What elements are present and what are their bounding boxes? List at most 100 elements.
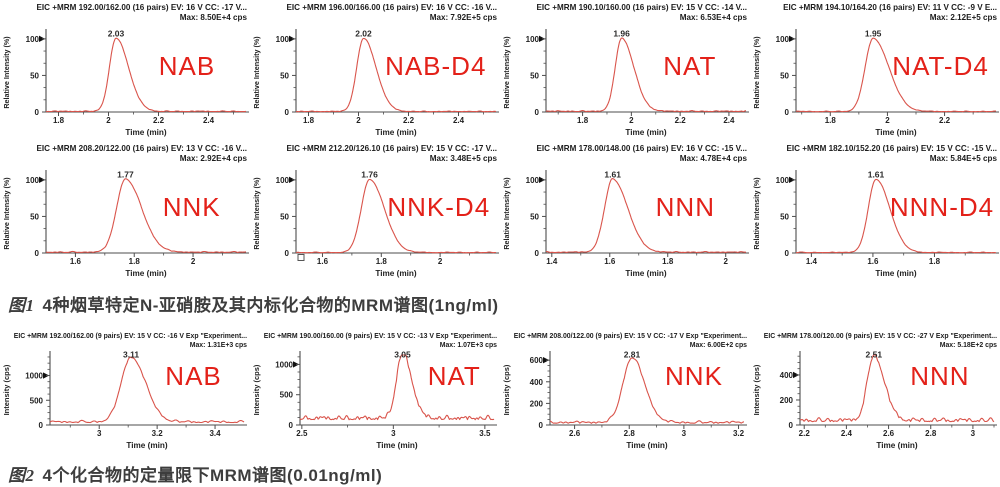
axis-ticks: 0 50 100 1.8 2 2.2 2.4	[276, 35, 484, 125]
svg-text:200: 200	[530, 399, 544, 408]
svg-text:100: 100	[526, 35, 540, 44]
axis-ticks: 0 50 100 1.6 1.8 2	[276, 176, 470, 266]
y-axis-label: Relative Intensity (%)	[2, 177, 11, 250]
svg-text:50: 50	[280, 71, 289, 80]
x-axis-label: Time (min)	[875, 128, 917, 137]
chromatogram-panel-nnn-fig2: EIC +MRM 178.00/120.00 (9 pairs) EV: 15 …	[752, 333, 997, 450]
chromatogram-curve	[45, 178, 246, 254]
figure1-caption-text: 4种烟草特定N-亚硝胺及其内标化合物的MRM谱图(1ng/ml)	[42, 296, 499, 315]
x-axis-label: Time (min)	[125, 269, 167, 278]
panel-max-label: Max: 7.92E+5 cps	[430, 13, 498, 22]
compound-label: NNN	[656, 192, 715, 222]
y-axis-label: Relative Intensity (%)	[752, 36, 761, 109]
svg-text:2.2: 2.2	[675, 116, 687, 125]
compound-label: NNK	[163, 192, 221, 222]
axis-ticks: 0 50 100 1.8 2 2.2	[776, 35, 974, 125]
svg-text:2: 2	[356, 116, 361, 125]
svg-text:2.8: 2.8	[925, 429, 937, 438]
panel-max-label: Max: 4.78E+4 cps	[680, 154, 748, 163]
panel-container-nat-d4-fig1: EIC +MRM 194.10/164.20 (16 pairs) EV: 11…	[750, 0, 1000, 141]
svg-text:3.2: 3.2	[152, 429, 164, 438]
chromatogram-curve	[795, 178, 996, 254]
square-marker-icon	[297, 254, 305, 261]
svg-text:3: 3	[391, 429, 396, 438]
peak-time-label: 1.95	[865, 28, 882, 38]
axis-ticks: 0 500 1000 3 3.2 3.4	[25, 356, 221, 438]
figure2-number: 图2	[8, 466, 35, 485]
panel-container-nab-d4-fig1: EIC +MRM 196.00/166.00 (16 pairs) EV: 16…	[250, 0, 500, 141]
svg-text:400: 400	[530, 378, 544, 387]
peak-time-label: 1.77	[117, 169, 134, 179]
axis-ticks: 0 200 400 600 2.6 2.8 3 3.2	[530, 356, 745, 438]
panel-header-text: EIC +MRM 178.00/148.00 (16 pairs) EV: 16…	[537, 144, 747, 153]
chromatogram-panel-nat-fig1: EIC +MRM 190.10/160.00 (16 pairs) EV: 15…	[502, 3, 749, 137]
svg-text:50: 50	[780, 212, 789, 221]
chromatogram-curve	[545, 37, 747, 113]
svg-text:0: 0	[35, 108, 40, 117]
y-axis-label: Relative Intensity (%)	[2, 36, 11, 109]
svg-text:2.6: 2.6	[883, 429, 895, 438]
panel-max-label: Max: 1.31E+3 cps	[190, 342, 247, 349]
figure1-caption: 图1 4种烟草特定N-亚硝胺及其内标化合物的MRM谱图(1ng/ml)	[0, 282, 1000, 329]
panel-header-text: EIC +MRM 208.00/122.00 (9 pairs) EV: 15 …	[514, 333, 747, 340]
panel-container-nnk-fig2: EIC +MRM 208.00/122.00 (9 pairs) EV: 15 …	[500, 329, 750, 454]
chromatogram-curve	[799, 354, 995, 423]
axis-ticks: 0 50 100 1.4 1.6 1.8	[776, 176, 966, 266]
svg-text:600: 600	[530, 356, 544, 365]
y-axis-label: Relative Intensity (%)	[252, 177, 261, 250]
svg-text:2: 2	[191, 257, 196, 266]
panel-max-label: Max: 8.50E+4 cps	[180, 13, 248, 22]
x-axis-label: Time (min)	[375, 128, 417, 137]
y-axis-label: Relative Intensity (%)	[252, 36, 261, 109]
x-axis-label: Time (min)	[126, 441, 168, 450]
figure2-caption: 图2 4个化合物的定量限下MRM谱图(0.01ng/ml)	[0, 454, 1000, 487]
chromatogram-panel-nnn-fig1: EIC +MRM 178.00/148.00 (16 pairs) EV: 16…	[502, 144, 749, 278]
chromatogram-panel-nnk-d4-fig1: EIC +MRM 212.20/126.10 (16 pairs) EV: 15…	[252, 144, 499, 278]
svg-text:100: 100	[26, 176, 40, 185]
svg-text:400: 400	[780, 371, 794, 380]
peak-time-label: 1.61	[868, 169, 885, 179]
svg-text:0: 0	[789, 421, 794, 430]
svg-text:500: 500	[30, 396, 44, 405]
svg-text:1.6: 1.6	[604, 257, 616, 266]
x-axis-label: Time (min)	[626, 441, 668, 450]
panel-max-label: Max: 3.48E+5 cps	[430, 154, 498, 163]
figure2-panel-grid: EIC +MRM 192.00/162.00 (9 pairs) EV: 15 …	[0, 329, 1000, 454]
x-axis-label: Time (min)	[376, 441, 418, 450]
svg-text:2.4: 2.4	[723, 116, 735, 125]
svg-text:1.6: 1.6	[867, 257, 879, 266]
panel-container-nnn-fig1: EIC +MRM 178.00/148.00 (16 pairs) EV: 16…	[500, 141, 750, 282]
svg-text:0: 0	[285, 249, 290, 258]
figure1-panel-grid: EIC +MRM 192.00/162.00 (16 pairs) EV: 16…	[2, 0, 1000, 282]
panel-max-label: Max: 5.84E+5 cps	[930, 154, 998, 163]
svg-text:0: 0	[35, 249, 40, 258]
chromatogram-panel-nnk-fig2: EIC +MRM 208.00/122.00 (9 pairs) EV: 15 …	[502, 333, 747, 450]
panel-header-text: EIC +MRM 190.10/160.00 (16 pairs) EV: 15…	[537, 3, 747, 12]
svg-text:1.6: 1.6	[70, 257, 82, 266]
svg-text:2.5: 2.5	[296, 429, 308, 438]
panel-container-nab-fig2: EIC +MRM 192.00/162.00 (9 pairs) EV: 15 …	[0, 329, 250, 454]
figure2-caption-text: 4个化合物的定量限下MRM谱图(0.01ng/ml)	[42, 466, 383, 485]
svg-text:0: 0	[285, 108, 290, 117]
axis-frame	[545, 29, 749, 113]
axis-ticks: 0 50 100 1.4 1.6 1.8 2	[526, 176, 729, 266]
svg-text:2.2: 2.2	[403, 116, 415, 125]
svg-text:100: 100	[276, 176, 290, 185]
svg-text:2: 2	[438, 257, 443, 266]
svg-text:0: 0	[785, 249, 790, 258]
chromatogram-panel-nnn-d4-fig1: EIC +MRM 182.10/152.20 (16 pairs) EV: 15…	[752, 144, 999, 278]
figure1-number: 图1	[8, 296, 35, 315]
svg-text:2.2: 2.2	[799, 429, 811, 438]
x-axis-label: Time (min)	[876, 441, 918, 450]
svg-text:2.2: 2.2	[939, 116, 951, 125]
axis-frame	[45, 29, 249, 113]
chromatogram-curve	[299, 354, 495, 421]
chromatogram-panel-nat-d4-fig1: EIC +MRM 194.10/164.20 (16 pairs) EV: 11…	[752, 3, 999, 137]
axis-frame	[545, 170, 749, 254]
svg-text:2.4: 2.4	[841, 429, 853, 438]
svg-text:3.2: 3.2	[733, 429, 745, 438]
panel-header-text: EIC +MRM 196.00/166.00 (16 pairs) EV: 16…	[287, 3, 497, 12]
svg-text:500: 500	[280, 391, 294, 400]
panel-header-text: EIC +MRM 178.00/120.00 (9 pairs) EV: 15 …	[764, 333, 997, 340]
chromatogram-panel-nab-fig1: EIC +MRM 192.00/162.00 (16 pairs) EV: 16…	[2, 3, 249, 137]
